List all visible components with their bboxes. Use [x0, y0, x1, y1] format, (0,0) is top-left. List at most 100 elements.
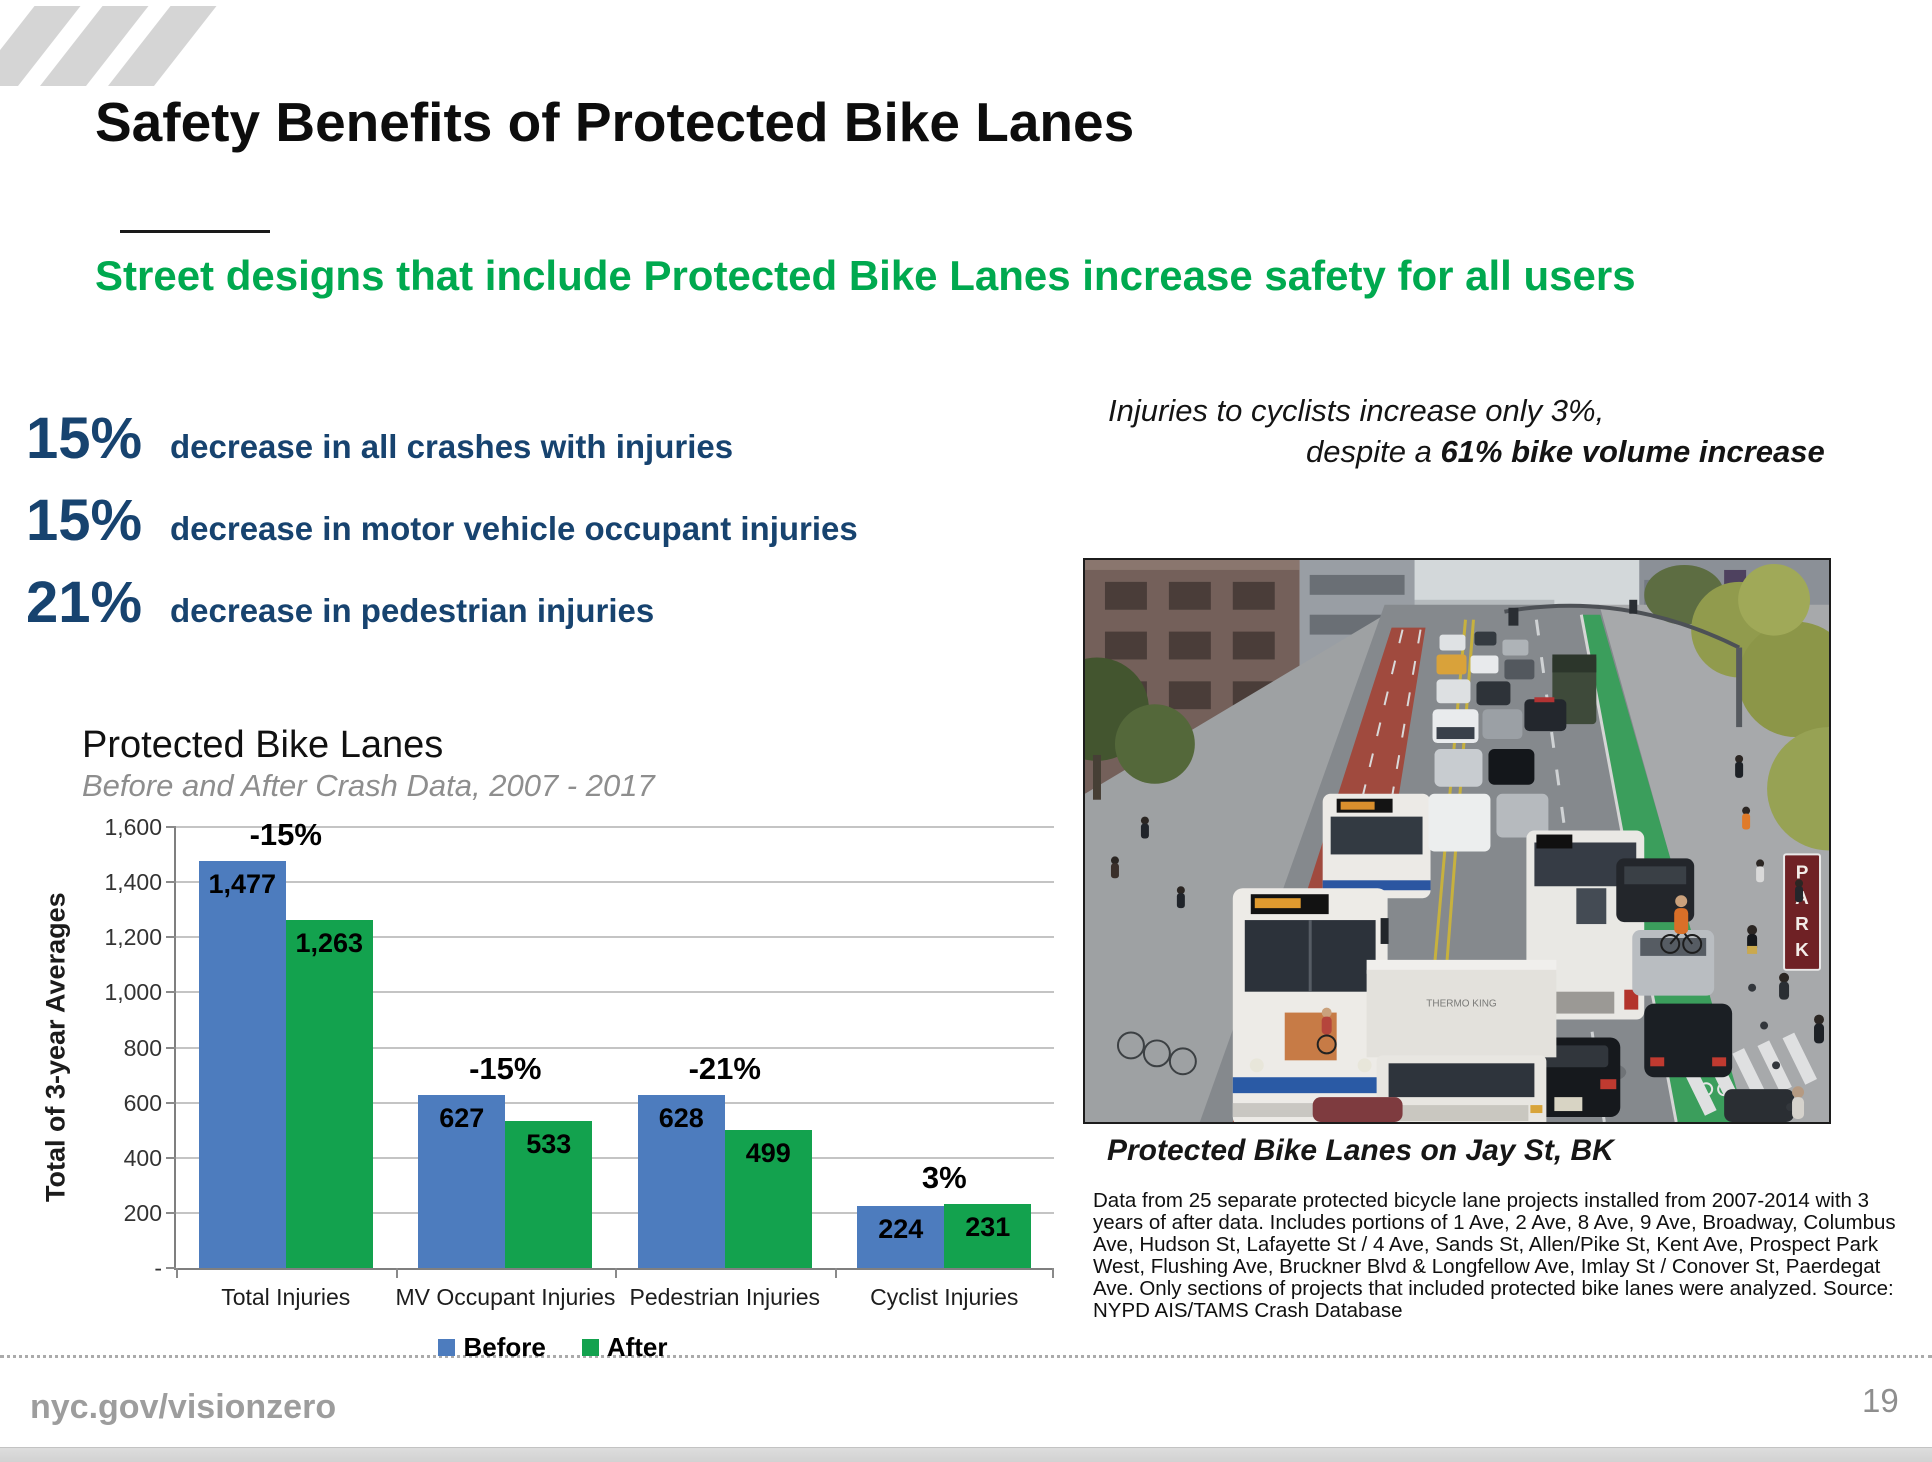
- bar-value-label: 499: [745, 1138, 791, 1169]
- bar-before-1: [198, 860, 286, 1268]
- bar-chart-plot-area: 1,600 1,400 1,200 1,000 800 600 400 200 - 1,477 1,…: [104, 814, 1054, 1310]
- gridline: [176, 826, 1054, 828]
- x-tick-mark: [834, 1268, 837, 1278]
- corner-stripes-decoration: [0, 6, 250, 86]
- page-subtitle: Street designs that include Protected Bi…: [95, 252, 1636, 299]
- pct-change-label: -15%: [469, 1051, 542, 1087]
- stat-row-mv-occupant: 15% decrease in motor vehicle occupant i…: [26, 487, 858, 554]
- bar-before-3: [637, 1094, 725, 1268]
- photo-caption: Protected Bike Lanes on Jay St, BK: [1107, 1134, 1614, 1167]
- y-tick-mark: [166, 1156, 176, 1159]
- x-tick-mark: [1052, 1268, 1054, 1278]
- page-title: Safety Benefits of Protected Bike Lanes: [95, 91, 1135, 153]
- bar-before-2: [418, 1095, 506, 1268]
- bar-after-2: [505, 1121, 593, 1268]
- y-tick-label: 800: [123, 1034, 162, 1061]
- gridline: [176, 1046, 1054, 1049]
- trees: [1085, 563, 1829, 851]
- y-tick-mark: [166, 936, 176, 939]
- legend-swatch-after: [581, 1339, 599, 1356]
- x-tick-mark: [176, 1268, 178, 1278]
- gridline: [176, 936, 1054, 939]
- legend-swatch-before: [438, 1339, 456, 1356]
- category-label: Pedestrian Injuries: [629, 1284, 821, 1310]
- bar-after-1: [285, 919, 373, 1268]
- category-label: Total Injuries: [221, 1284, 351, 1310]
- park-sign: PARK: [1783, 853, 1822, 971]
- bar-after-3: [724, 1130, 812, 1268]
- stat-label: decrease in motor vehicle occupant injur…: [170, 510, 858, 547]
- cyclist: [1660, 895, 1703, 954]
- y-tick-mark: [166, 991, 176, 994]
- chart-legend: Before After: [114, 1332, 992, 1363]
- traffic-queue: [1428, 631, 1597, 852]
- bar-value-label: 1,477: [208, 868, 277, 899]
- y-tick-label: 1,600: [104, 814, 162, 840]
- stat-row-pedestrian: 21% decrease in pedestrian injuries: [26, 569, 654, 636]
- bar-after-4: [944, 1204, 1032, 1268]
- right-sidewalk: [1589, 604, 1829, 1122]
- bar-value-label: 1,263: [295, 927, 364, 958]
- stat-label: decrease in pedestrian injuries: [170, 592, 655, 629]
- y-tick-label: 200: [123, 1199, 162, 1226]
- y-tick-label: 400: [123, 1144, 162, 1171]
- x-tick-mark: [395, 1268, 398, 1278]
- chart-subtitle: Before and After Crash Data, 2007 - 2017: [82, 768, 655, 803]
- left-sidewalk: [1085, 614, 1415, 1122]
- y-tick-label: 1,200: [104, 924, 162, 951]
- parked-car: [1312, 1097, 1403, 1122]
- cyclist-note-line2-bold: 61% bike volume increase: [1440, 434, 1825, 469]
- chart-title: Protected Bike Lanes: [82, 724, 444, 766]
- y-tick-mark: [166, 826, 176, 828]
- category-label: Cyclist Injuries: [870, 1284, 1019, 1310]
- y-tick-mark: [166, 1267, 176, 1269]
- pct-change-label: -21%: [688, 1050, 761, 1086]
- footer-url: nyc.gov/visionzero: [30, 1388, 337, 1426]
- gridline: [176, 1101, 1054, 1104]
- y-tick-mark: [166, 1101, 176, 1104]
- svg-text:PARK: PARK: [1795, 862, 1809, 961]
- title-underline: [120, 230, 270, 233]
- box-truck: THERMO KING: [1366, 959, 1557, 1122]
- cyclist-note-line2-prefix: despite a: [1306, 434, 1441, 469]
- y-tick-label: 600: [123, 1089, 162, 1116]
- right-lane-vehicles: [1616, 858, 1795, 1122]
- y-tick-mark: [166, 1211, 176, 1214]
- signal-mast: [1504, 599, 1743, 728]
- gridline: [176, 1156, 1054, 1159]
- y-tick-mark: [166, 881, 176, 884]
- truck-brand-text: THERMO KING: [1426, 999, 1496, 1010]
- y-tick-label: -: [154, 1255, 162, 1281]
- pct-change-label: -15%: [249, 816, 322, 852]
- y-tick-label: 1,000: [104, 979, 162, 1006]
- legend-label-before: Before: [463, 1332, 546, 1362]
- pedestrians-left: [1110, 816, 1337, 1076]
- bar-value-label: 628: [658, 1102, 704, 1133]
- legend-item-before: Before: [438, 1332, 546, 1363]
- gridline: [176, 1211, 1054, 1214]
- bar-value-label: 533: [526, 1129, 572, 1160]
- bar-value-label: 224: [878, 1214, 924, 1245]
- category-label: MV Occupant Injuries: [395, 1284, 616, 1310]
- bar-value-label: 231: [965, 1212, 1011, 1243]
- street-photo: THERMO KING: [1083, 558, 1831, 1124]
- gridline: [176, 991, 1054, 994]
- bottom-bar: [0, 1447, 1932, 1462]
- bar-value-label: 627: [439, 1103, 485, 1134]
- x-tick-mark: [615, 1268, 617, 1278]
- dotted-divider: [0, 1355, 1932, 1358]
- stat-label: decrease in all crashes with injuries: [170, 428, 734, 465]
- legend-item-after: After: [581, 1332, 668, 1363]
- page-number: 19: [1862, 1382, 1899, 1419]
- far-bus: [1322, 793, 1431, 899]
- y-tick-mark: [166, 1046, 176, 1049]
- stat-percent: 15%: [26, 406, 143, 471]
- city-bus: [1232, 888, 1389, 1122]
- pct-change-label: 3%: [921, 1160, 967, 1196]
- legend-label-after: After: [606, 1332, 668, 1362]
- y-tick-label: 1,400: [104, 869, 162, 896]
- bar-before-4: [857, 1206, 945, 1268]
- stat-percent: 21%: [26, 570, 143, 635]
- street-photo-illustration: THERMO KING: [1085, 560, 1829, 1122]
